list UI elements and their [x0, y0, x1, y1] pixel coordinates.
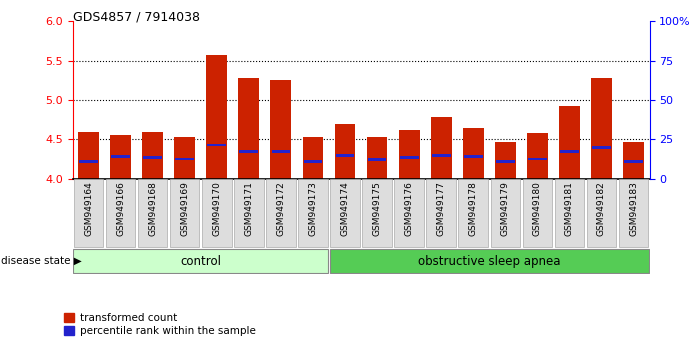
- Bar: [559, 105, 580, 179]
- Bar: [272, 150, 290, 153]
- Bar: [303, 160, 322, 163]
- FancyBboxPatch shape: [587, 179, 616, 247]
- Bar: [430, 117, 452, 179]
- Bar: [336, 154, 354, 156]
- Bar: [495, 142, 515, 179]
- Text: GSM949168: GSM949168: [148, 181, 157, 236]
- FancyBboxPatch shape: [266, 179, 296, 247]
- Bar: [143, 156, 162, 159]
- Text: GSM949180: GSM949180: [533, 181, 542, 236]
- Bar: [334, 124, 355, 179]
- Text: GSM949173: GSM949173: [308, 181, 317, 236]
- FancyBboxPatch shape: [426, 179, 456, 247]
- Bar: [238, 78, 259, 179]
- Bar: [623, 142, 644, 179]
- FancyBboxPatch shape: [395, 179, 424, 247]
- FancyBboxPatch shape: [170, 179, 200, 247]
- FancyBboxPatch shape: [459, 179, 488, 247]
- Bar: [111, 155, 130, 158]
- Bar: [527, 133, 548, 179]
- Text: GSM949179: GSM949179: [501, 181, 510, 236]
- Text: GSM949169: GSM949169: [180, 181, 189, 236]
- Text: GSM949171: GSM949171: [245, 181, 254, 236]
- Bar: [174, 137, 195, 179]
- FancyBboxPatch shape: [618, 179, 648, 247]
- Text: GSM949176: GSM949176: [405, 181, 414, 236]
- FancyBboxPatch shape: [202, 179, 231, 247]
- Bar: [624, 160, 643, 163]
- Text: control: control: [180, 255, 221, 268]
- Bar: [464, 155, 482, 158]
- FancyBboxPatch shape: [299, 179, 328, 247]
- Text: GSM949174: GSM949174: [341, 181, 350, 236]
- Bar: [560, 150, 579, 153]
- FancyBboxPatch shape: [74, 179, 104, 247]
- Bar: [79, 160, 98, 163]
- FancyBboxPatch shape: [138, 179, 167, 247]
- Text: GSM949164: GSM949164: [84, 181, 93, 236]
- Text: GSM949178: GSM949178: [468, 181, 477, 236]
- Text: GSM949166: GSM949166: [116, 181, 125, 236]
- Bar: [142, 132, 163, 179]
- Bar: [400, 156, 419, 159]
- Bar: [432, 154, 451, 156]
- Bar: [592, 146, 611, 149]
- Text: obstructive sleep apnea: obstructive sleep apnea: [418, 255, 560, 268]
- FancyBboxPatch shape: [362, 179, 392, 247]
- Text: GSM949182: GSM949182: [597, 181, 606, 236]
- Bar: [111, 136, 131, 179]
- FancyBboxPatch shape: [555, 179, 584, 247]
- Bar: [78, 132, 99, 179]
- FancyBboxPatch shape: [491, 179, 520, 247]
- Text: GSM949177: GSM949177: [437, 181, 446, 236]
- FancyBboxPatch shape: [330, 179, 360, 247]
- Bar: [207, 55, 227, 179]
- Text: GDS4857 / 7914038: GDS4857 / 7914038: [73, 11, 200, 24]
- Legend: transformed count, percentile rank within the sample: transformed count, percentile rank withi…: [64, 313, 256, 336]
- Bar: [496, 160, 515, 163]
- FancyBboxPatch shape: [522, 179, 552, 247]
- FancyBboxPatch shape: [73, 249, 328, 273]
- Bar: [463, 127, 484, 179]
- FancyBboxPatch shape: [234, 179, 263, 247]
- Bar: [270, 80, 292, 179]
- Text: GSM949181: GSM949181: [565, 181, 574, 236]
- Bar: [368, 159, 386, 161]
- Bar: [528, 158, 547, 160]
- Text: disease state ▶: disease state ▶: [1, 256, 82, 266]
- Bar: [303, 137, 323, 179]
- Text: GSM949170: GSM949170: [212, 181, 221, 236]
- Bar: [207, 143, 226, 146]
- Text: GSM949175: GSM949175: [372, 181, 381, 236]
- Bar: [399, 130, 419, 179]
- Text: GSM949172: GSM949172: [276, 181, 285, 236]
- FancyBboxPatch shape: [106, 179, 135, 247]
- Bar: [367, 137, 388, 179]
- Bar: [240, 150, 258, 153]
- Bar: [591, 78, 612, 179]
- FancyBboxPatch shape: [330, 249, 649, 273]
- Bar: [176, 158, 194, 160]
- Text: GSM949183: GSM949183: [629, 181, 638, 236]
